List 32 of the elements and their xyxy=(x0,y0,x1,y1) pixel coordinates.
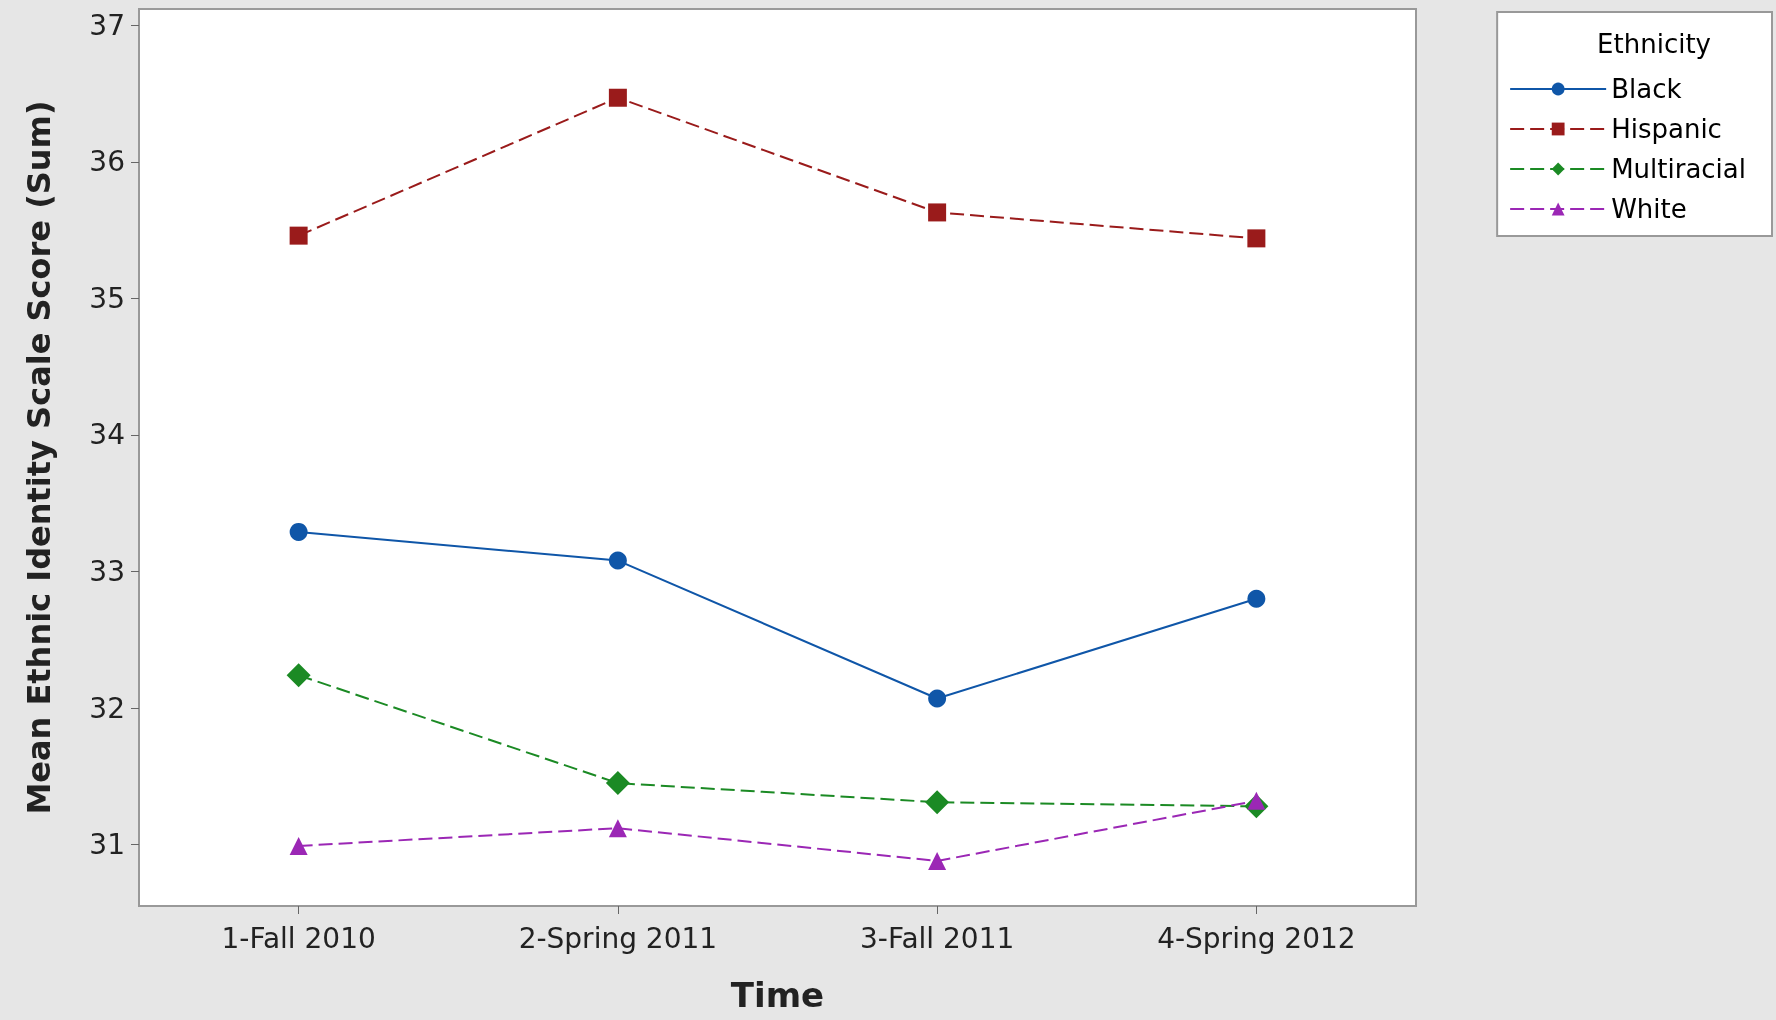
y-tick-label: 35 xyxy=(89,281,125,315)
y-tick-label: 34 xyxy=(89,418,125,452)
point xyxy=(608,819,627,838)
legend-title: Ethnicity xyxy=(1597,29,1711,59)
point xyxy=(925,790,950,815)
y-tick-label: 31 xyxy=(89,828,125,862)
point xyxy=(608,551,627,570)
point xyxy=(289,522,308,541)
x-axis-title: Time xyxy=(730,975,825,1015)
legend-label: White xyxy=(1611,194,1687,224)
legend-label: Multiracial xyxy=(1611,154,1747,184)
y-tick-label: 32 xyxy=(89,691,125,725)
point xyxy=(1247,589,1266,608)
legend-label: Black xyxy=(1611,74,1682,104)
x-tick-label: 1-Fall 2010 xyxy=(221,921,376,955)
point xyxy=(286,663,311,688)
point xyxy=(608,88,627,107)
point xyxy=(289,836,308,855)
point xyxy=(928,689,947,708)
y-axis-title: Mean Ethnic Identity Scale Score (Sum) xyxy=(20,100,58,815)
point xyxy=(1247,229,1266,248)
y-tick-label: 33 xyxy=(89,555,125,588)
x-tick-label: 2-Spring 2011 xyxy=(518,921,718,955)
x-tick-label: 3-Fall 2011 xyxy=(859,921,1015,955)
y-tick-label: 36 xyxy=(89,145,125,179)
point xyxy=(289,226,308,245)
point xyxy=(605,771,630,796)
x-tick-label: 4-Spring 2012 xyxy=(1157,921,1356,955)
y-tick-label: 37 xyxy=(89,8,125,42)
point xyxy=(928,851,947,870)
point xyxy=(928,203,947,222)
legend-label: Hispanic xyxy=(1611,114,1722,144)
